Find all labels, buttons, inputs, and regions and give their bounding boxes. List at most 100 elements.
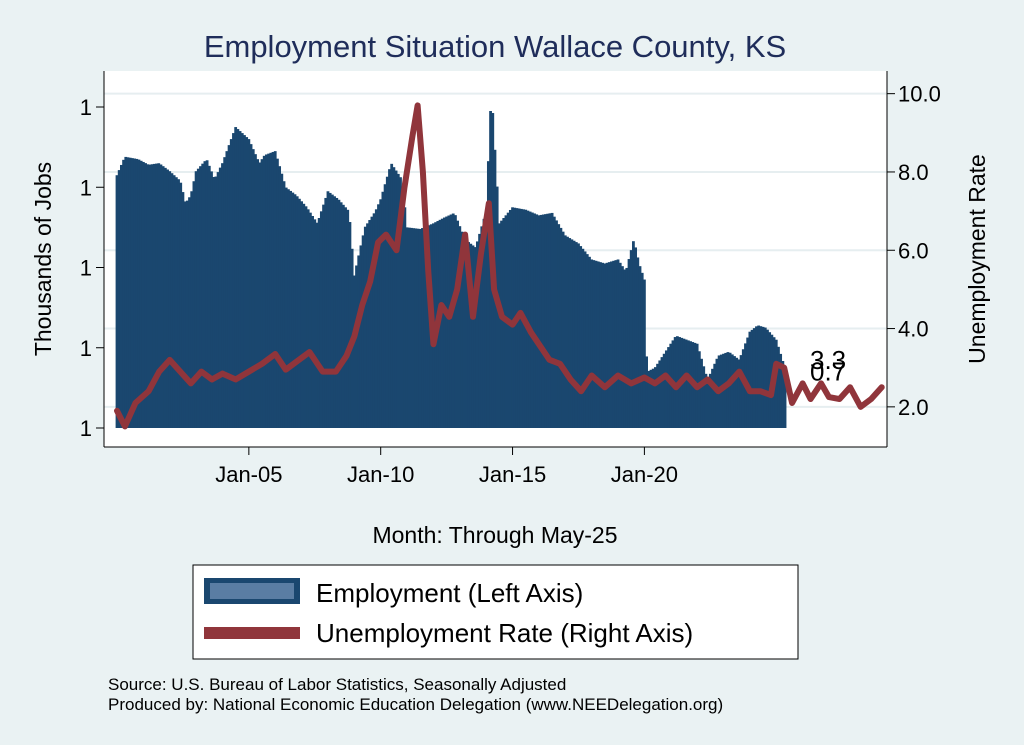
- employment-bar: [401, 187, 405, 428]
- employment-bar: [374, 209, 378, 428]
- employment-bar: [141, 161, 145, 428]
- employment-bar: [425, 226, 429, 428]
- employment-bar: [552, 216, 556, 428]
- employment-bar: [566, 236, 569, 428]
- employment-bar: [684, 339, 688, 428]
- employment-bar: [779, 353, 783, 428]
- employment-bar: [561, 231, 565, 428]
- employment-bar: [348, 222, 352, 428]
- employment-bar: [482, 218, 486, 428]
- employment-bar: [533, 213, 536, 428]
- employment-bar: [168, 171, 172, 428]
- employment-bar: [570, 239, 574, 428]
- employment-bar: [414, 228, 418, 428]
- employment-bar: [161, 166, 165, 428]
- employment-bar: [640, 272, 644, 428]
- employment-bar: [607, 262, 611, 428]
- right-axis-title: Unemployment Rate: [964, 154, 990, 364]
- employment-bar: [324, 197, 328, 428]
- employment-bar: [256, 159, 260, 428]
- employment-bar: [632, 241, 635, 428]
- employment-bar: [467, 242, 470, 428]
- end-value-label: 3.3: [810, 345, 846, 375]
- employment-bar: [308, 212, 312, 428]
- x-ticks: Jan-05 Jan-10 Jan-15 Jan-20: [215, 447, 678, 487]
- employment-bar: [416, 228, 420, 428]
- employment-bar: [704, 373, 708, 428]
- employment-bar: [344, 207, 347, 428]
- employment-bar: [535, 214, 539, 428]
- employment-bar: [326, 191, 330, 428]
- employment-bar: [735, 357, 739, 428]
- legend-label-employment: Employment (Left Axis): [316, 578, 583, 608]
- employment-bar: [216, 172, 220, 428]
- employment-bar: [133, 158, 136, 428]
- employment-bar: [574, 242, 578, 428]
- employment-bar: [311, 216, 314, 428]
- employment-bar: [333, 196, 336, 428]
- employment-bar: [117, 170, 121, 428]
- employment-bar: [221, 163, 224, 429]
- employment-bar: [399, 177, 402, 428]
- employment-bar: [686, 340, 690, 428]
- employment-bar: [761, 326, 765, 428]
- employment-bar: [273, 151, 277, 428]
- employment-bar: [497, 223, 501, 428]
- employment-bar: [653, 367, 657, 428]
- employment-bar: [396, 173, 400, 428]
- left-tick-label: 1: [80, 95, 92, 120]
- employment-bar: [774, 339, 778, 428]
- employment-bar: [548, 213, 552, 428]
- right-tick-label: 8.0: [898, 160, 929, 185]
- left-axis-title: Thousands of Jobs: [30, 162, 56, 356]
- employment-bar: [601, 262, 605, 428]
- employment-bar: [293, 194, 297, 428]
- employment-bar: [247, 139, 251, 428]
- end-labels: 3.30.7: [810, 345, 846, 387]
- employment-bar: [458, 226, 462, 428]
- employment-bar: [383, 184, 387, 428]
- employment-bar: [526, 210, 530, 428]
- right-y-ticks: 2.0 4.0 6.0 8.0 10.0: [887, 82, 941, 420]
- employment-bar: [177, 179, 180, 428]
- employment-bar: [265, 154, 268, 428]
- employment-bar: [443, 217, 446, 428]
- employment-bar: [469, 243, 473, 428]
- employment-bar: [291, 192, 295, 428]
- employment-bar: [148, 164, 152, 428]
- employment-bar: [460, 231, 464, 428]
- employment-bar: [262, 155, 266, 428]
- employment-bar: [407, 227, 411, 428]
- employment-bar: [739, 355, 743, 428]
- employment-bar: [634, 247, 638, 428]
- x-axis-title: Month: Through May-25: [372, 522, 617, 548]
- employment-bar: [596, 261, 600, 428]
- employment-bar: [616, 259, 620, 428]
- employment-bar: [238, 131, 242, 428]
- employment-bar: [645, 356, 648, 428]
- employment-bar: [605, 262, 609, 428]
- employment-bar: [339, 202, 343, 428]
- legend-swatch-employment-inner: [210, 583, 294, 599]
- employment-bar: [768, 332, 772, 428]
- employment-bar: [583, 251, 587, 428]
- employment-bar: [484, 211, 488, 428]
- employment-bar: [284, 187, 288, 428]
- employment-bar: [166, 169, 169, 428]
- employment-bar: [555, 220, 558, 428]
- employment-bar: [577, 243, 580, 428]
- employment-bar: [454, 215, 457, 428]
- employment-bar: [135, 158, 139, 428]
- end-value-label: 0.7: [810, 357, 846, 387]
- employment-bar: [260, 159, 264, 428]
- employment-bar: [651, 368, 655, 428]
- employment-bar: [370, 216, 374, 428]
- employment-bar: [243, 135, 246, 428]
- employment-bar: [146, 164, 150, 428]
- employment-bar: [124, 156, 128, 428]
- employment-bar: [647, 370, 651, 428]
- employment-bar: [777, 346, 780, 428]
- employment-bar: [122, 159, 125, 429]
- employment-bar: [478, 233, 481, 428]
- employment-bar: [502, 218, 506, 428]
